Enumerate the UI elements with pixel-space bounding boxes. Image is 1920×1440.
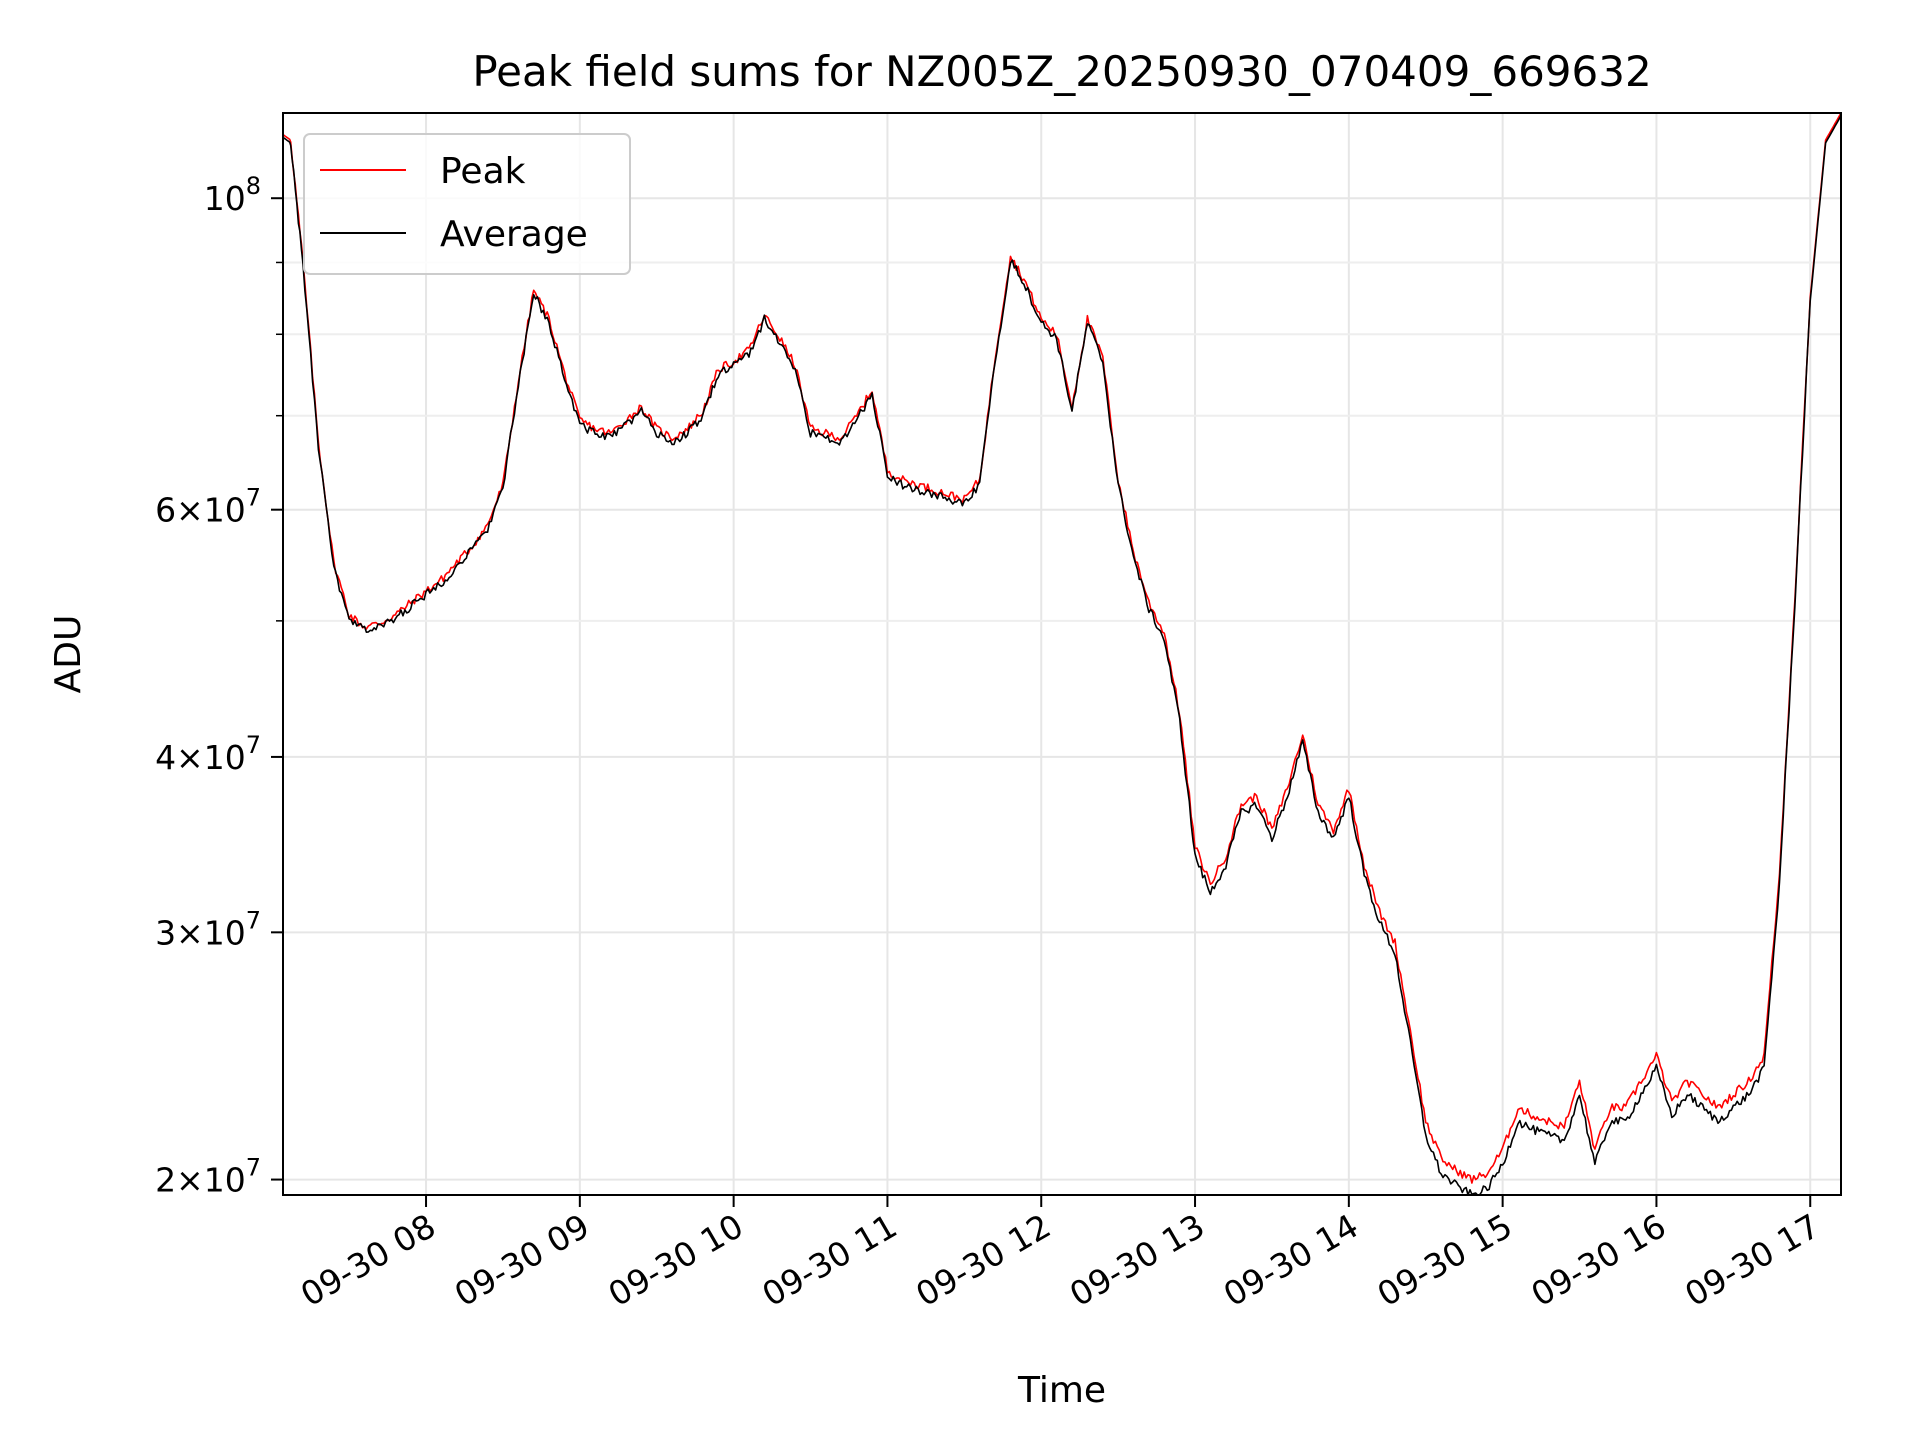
y-tick-mantissa: 4× [155, 738, 204, 777]
y-tick-label: 6×107 [155, 484, 261, 530]
y-tick-mantissa: 3× [155, 913, 204, 952]
grid-lines [283, 113, 1841, 1195]
x-axis-label: Time [1017, 1370, 1106, 1411]
series-lines [282, 112, 1842, 1196]
y-tick-base: 10 [204, 1161, 246, 1200]
y-tick-base: 10 [204, 913, 246, 952]
y-tick-exponent: 7 [246, 1154, 261, 1182]
y-tick-base: 10 [204, 179, 246, 218]
y-tick-label: 108 [204, 172, 261, 218]
y-tick-base: 10 [204, 491, 246, 530]
y-axis-label: ADU [48, 615, 89, 694]
y-tick-exponent: 7 [246, 731, 261, 759]
y-tick-base: 10 [204, 738, 246, 777]
legend-label-peak: Peak [440, 151, 526, 192]
y-tick-label: 3×107 [155, 906, 261, 952]
y-tick-exponent: 7 [246, 906, 261, 934]
y-tick-label: 4×107 [155, 731, 261, 777]
y-tick-exponent: 8 [246, 172, 261, 200]
y-tick-exponent: 7 [246, 484, 261, 512]
legend-label-average: Average [440, 214, 588, 255]
legend: Peak Average [303, 133, 631, 275]
chart-title: Peak field sums for NZ005Z_20250930_0704… [472, 47, 1651, 96]
y-tick-mantissa: 6× [155, 491, 204, 530]
series-line-average [282, 115, 1842, 1196]
y-tick-label: 2×107 [155, 1154, 261, 1200]
y-tick-mantissa: 2× [155, 1161, 204, 1200]
plot-frame [282, 112, 1842, 1196]
